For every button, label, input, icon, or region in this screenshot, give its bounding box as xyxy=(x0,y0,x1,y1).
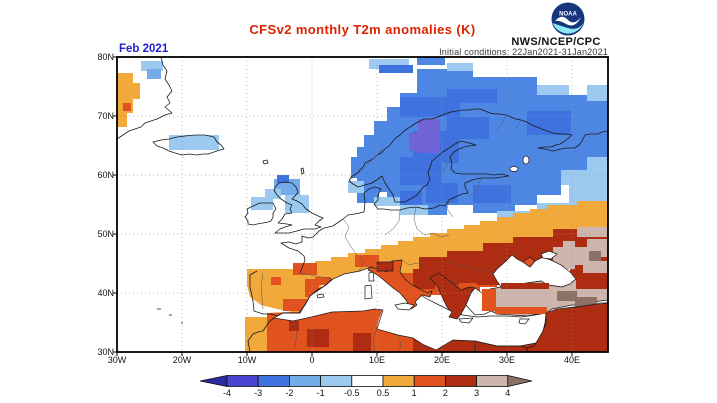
colorbar-tick-label: 3 xyxy=(474,388,480,398)
colorbar-segment xyxy=(320,375,353,387)
colorbar-segment xyxy=(382,375,415,387)
colorbar-tick-label: -4 xyxy=(222,388,231,398)
colorbar-segment xyxy=(351,375,384,387)
colorbar-segment xyxy=(476,375,509,387)
colorbar-tick-label: 2 xyxy=(442,388,448,398)
chart-title: CFSv2 monthly T2m anomalies (K) xyxy=(249,22,476,37)
colorbar-segment xyxy=(226,375,259,387)
lon-tick-30e: 30E xyxy=(498,355,515,365)
colorbar-segment xyxy=(444,375,477,387)
forecast-month-label: Feb 2021 xyxy=(119,43,169,55)
colorbar-arrow-right xyxy=(507,374,532,388)
axis-tick-marks xyxy=(113,56,573,356)
lat-tick-50n: 50N xyxy=(97,229,114,239)
lon-tick-40e: 40E xyxy=(563,355,580,365)
lat-tick-30n: 30N xyxy=(97,347,114,357)
noaa-logo-gull-icon xyxy=(555,16,581,26)
lat-tick-60n: 60N xyxy=(97,170,114,180)
land-overlays xyxy=(316,155,608,352)
noaa-logo-text: NOAA xyxy=(559,12,577,18)
colorbar-tick-label: 0.5 xyxy=(376,388,390,398)
lon-tick-10e: 10E xyxy=(368,355,385,365)
anomaly-cells-cold xyxy=(141,57,608,221)
noaa-logo-wave xyxy=(552,23,584,34)
coastlines xyxy=(117,57,608,352)
colorbar-tick-label: -0.5 xyxy=(344,388,360,398)
noaa-logo: NOAA xyxy=(550,1,586,39)
country-borders xyxy=(260,114,608,352)
colorbar-labels: -4 -3 -2 -1 -0.5 0.5 1 2 3 4 xyxy=(200,388,540,400)
colorbar-tick-label: -3 xyxy=(254,388,263,398)
colorbar-arrow-left xyxy=(200,375,228,387)
lat-tick-80n: 80N xyxy=(97,52,114,62)
colorbar-segment xyxy=(257,375,290,387)
colorbar-segment xyxy=(413,375,446,387)
agency-label: NWS/NCEP/CPC xyxy=(511,36,601,48)
lat-tick-40n: 40N xyxy=(97,288,114,298)
colorbar-segment xyxy=(289,375,322,387)
colorbar-tick-label: 4 xyxy=(505,388,511,398)
lon-tick-0: 0 xyxy=(309,355,315,365)
lat-tick-70n: 70N xyxy=(97,111,114,121)
colorbar-tick-label: -1 xyxy=(316,388,325,398)
map-frame xyxy=(116,56,609,353)
colorbar-tick-label: 1 xyxy=(411,388,417,398)
lon-tick-10w: 10W xyxy=(237,355,257,365)
colorbar-tick-label: -2 xyxy=(285,388,294,398)
lon-tick-30w: 30W xyxy=(107,355,127,365)
initial-conditions-label: Initial conditions: 22Jan2021-31Jan2021 xyxy=(439,47,608,57)
lon-tick-20w: 20W xyxy=(172,355,192,365)
lon-tick-20e: 20E xyxy=(433,355,450,365)
colorbar xyxy=(200,374,532,388)
